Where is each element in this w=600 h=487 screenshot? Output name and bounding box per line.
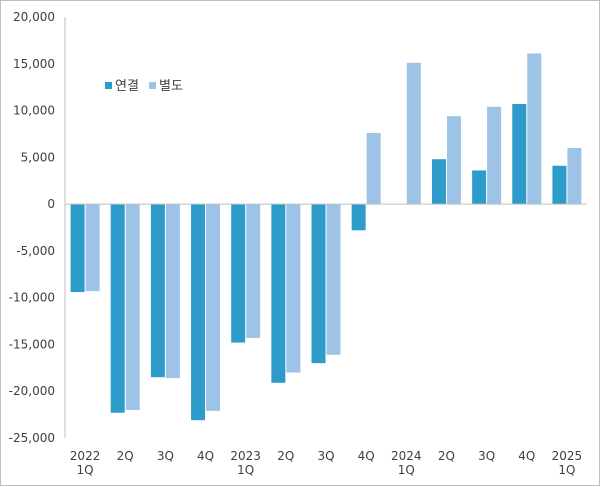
bar-separate — [527, 53, 542, 205]
legend-swatch — [105, 82, 112, 89]
x-tick-label: 2Q — [117, 449, 134, 463]
y-tick-label: -10,000 — [9, 291, 55, 305]
bar-separate — [246, 204, 261, 338]
y-tick-label: -5,000 — [16, 244, 55, 258]
legend-label: 연결 — [115, 79, 139, 94]
y-tick-label: -25,000 — [9, 431, 55, 445]
bar-separate — [366, 133, 381, 205]
y-tick-label: 0 — [47, 197, 55, 211]
bar-separate — [487, 106, 502, 205]
x-tick-label: 2025 — [552, 449, 583, 463]
bar-consolidated — [311, 204, 326, 364]
y-tick-label: -15,000 — [9, 337, 55, 351]
bar-separate — [286, 204, 301, 373]
x-tick-label: 2023 — [230, 449, 261, 463]
bar-consolidated — [110, 204, 125, 413]
bar-separate — [446, 116, 461, 205]
x-tick-label: 3Q — [157, 449, 174, 463]
x-tick-label: 2022 — [70, 449, 101, 463]
y-tick-label: 20,000 — [13, 10, 55, 24]
bar-consolidated — [351, 204, 366, 231]
y-tick-label: 15,000 — [13, 57, 55, 71]
x-tick-label: 2Q — [277, 449, 294, 463]
x-tick-label: 1Q — [77, 463, 94, 477]
x-tick-label: 2Q — [438, 449, 455, 463]
x-tick-label: 4Q — [358, 449, 375, 463]
y-tick-label: -20,000 — [9, 384, 55, 398]
bar-separate — [326, 204, 341, 355]
bar-consolidated — [191, 204, 206, 421]
y-tick-label: 10,000 — [13, 104, 55, 118]
bar-separate — [567, 147, 582, 205]
x-tick-label: 4Q — [518, 449, 535, 463]
bar-consolidated — [271, 204, 286, 383]
bar-consolidated — [431, 159, 446, 205]
bar-consolidated — [472, 170, 487, 205]
y-tick-label: 5,000 — [21, 150, 55, 164]
bar-separate — [406, 62, 421, 205]
legend-label: 별도 — [159, 79, 183, 94]
x-tick-label: 3Q — [478, 449, 495, 463]
bar-separate — [165, 204, 180, 379]
x-tick-label: 2024 — [391, 449, 422, 463]
bar-consolidated — [512, 104, 527, 205]
bar-consolidated — [70, 204, 85, 293]
bar-consolidated — [150, 204, 165, 378]
bar-consolidated — [231, 204, 246, 343]
x-tick-label: 1Q — [398, 463, 415, 477]
legend-swatch — [149, 82, 156, 89]
bar-separate — [85, 204, 100, 292]
x-tick-label: 4Q — [197, 449, 214, 463]
bar-separate — [125, 204, 140, 410]
bar-consolidated — [552, 165, 567, 205]
x-tick-label: 1Q — [558, 463, 575, 477]
bar-separate — [206, 204, 221, 411]
x-tick-label: 1Q — [237, 463, 254, 477]
x-tick-label: 3Q — [317, 449, 334, 463]
